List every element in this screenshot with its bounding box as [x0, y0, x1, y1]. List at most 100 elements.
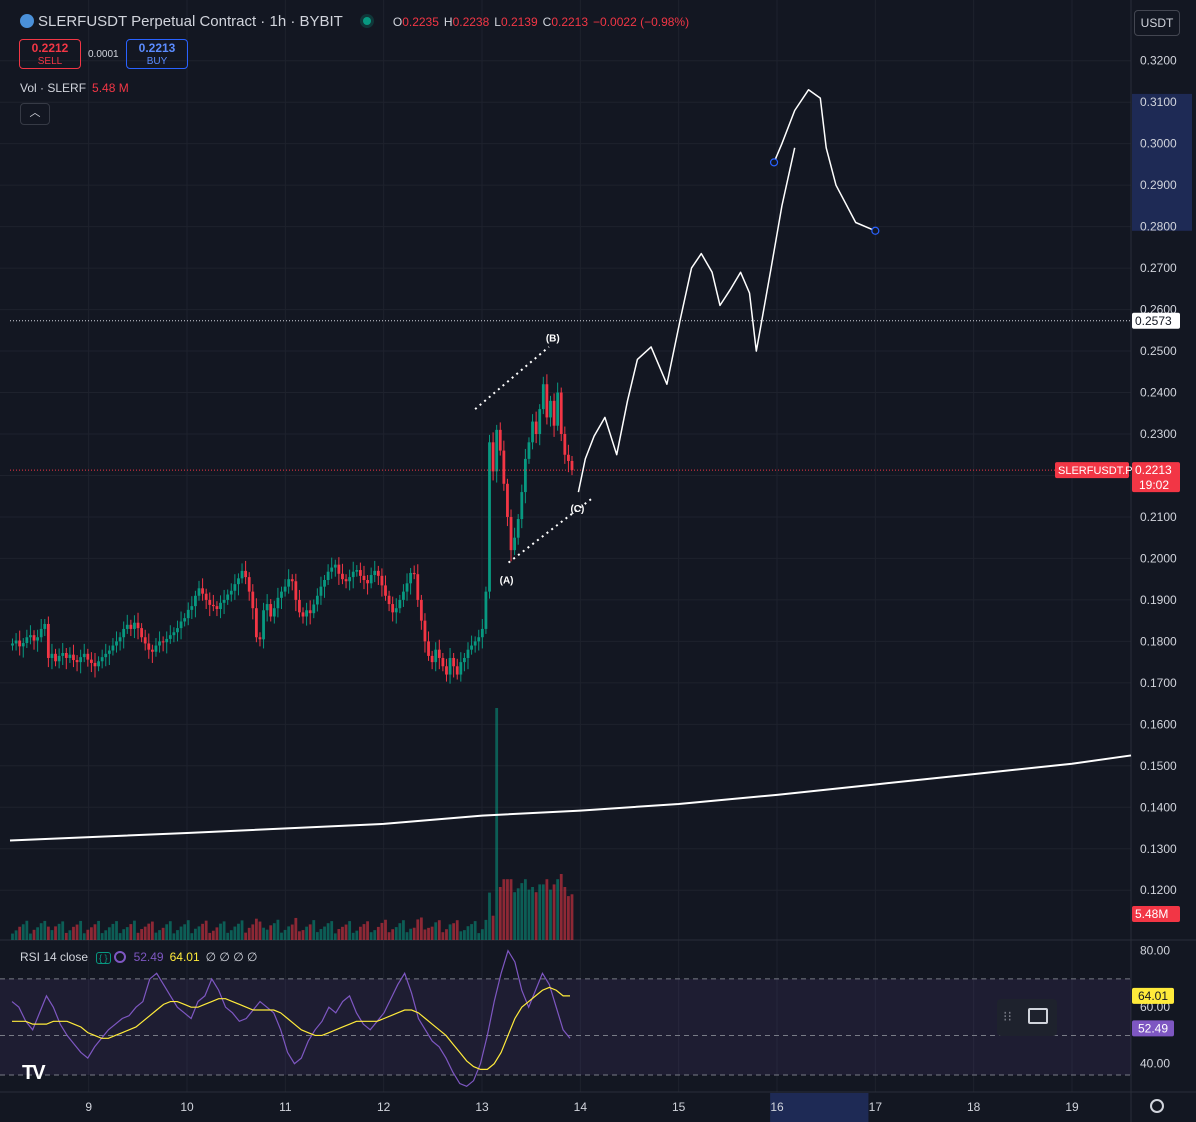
volume-bar	[262, 927, 265, 940]
candle-body	[215, 606, 219, 610]
currency-selector[interactable]: USDT	[1134, 10, 1180, 36]
volume-bar	[229, 930, 233, 940]
candle-body	[287, 579, 291, 587]
volume-bar	[358, 926, 362, 940]
volume-bar	[290, 924, 294, 940]
tradingview-logo: TV	[22, 1062, 46, 1084]
y-tick-label: 0.1200	[1140, 883, 1177, 897]
y-tick-label: 0.3200	[1140, 54, 1177, 68]
candle-body	[541, 384, 545, 410]
candle-body	[172, 632, 176, 636]
candle-body	[75, 660, 79, 663]
horizontal-level-label-box	[1132, 312, 1180, 329]
volume-bar	[265, 929, 269, 940]
candle-body	[549, 400, 552, 418]
candle-body	[369, 575, 373, 584]
volume-bar	[434, 922, 438, 940]
volume-bar	[549, 889, 552, 940]
volume-bar	[409, 928, 413, 940]
snapshot-button[interactable]: ⁝⁝	[997, 999, 1057, 1036]
x-tick-label: 19	[1065, 1100, 1079, 1114]
candle-body	[502, 450, 506, 484]
volume-bar	[520, 883, 524, 940]
candle-body	[269, 604, 273, 617]
candle-body	[247, 577, 251, 592]
volume-bar	[498, 887, 502, 940]
candle-body	[391, 604, 395, 613]
candle-body	[488, 442, 491, 592]
candle-body	[520, 492, 524, 520]
drag-handle-icon: ⁝⁝	[1003, 1008, 1012, 1024]
rsi-legend[interactable]: RSI 14 close{ } 52.49 64.01 ∅ ∅ ∅ ∅	[20, 950, 258, 964]
candle-body	[107, 650, 111, 654]
candle-body	[523, 458, 527, 493]
candle-body	[405, 583, 409, 592]
candle-body	[294, 581, 298, 600]
volume-bar	[470, 924, 473, 940]
candle-body	[57, 655, 61, 662]
candle-body	[441, 657, 445, 667]
candle-body	[136, 622, 140, 629]
volume-bar	[491, 915, 495, 940]
volume-bar	[513, 892, 517, 940]
settings-gear-icon[interactable]	[1150, 1099, 1164, 1113]
candle-body	[538, 409, 542, 435]
candle-body	[280, 591, 283, 598]
volume-bar	[247, 927, 251, 940]
volume-bar	[194, 928, 197, 940]
candle-body	[509, 516, 513, 551]
candle-body	[527, 442, 531, 459]
volume-bar	[183, 924, 187, 940]
volume-bar	[294, 917, 298, 940]
volume-bar	[219, 923, 222, 940]
candle-body	[25, 637, 29, 644]
candle-body	[276, 597, 280, 609]
y-tick-label: 0.1800	[1140, 634, 1177, 648]
candle-body	[11, 643, 14, 646]
candle-body	[211, 604, 215, 607]
volume-bar	[75, 924, 79, 940]
volume-legend[interactable]: Vol · SLERF 5.48 M	[20, 81, 129, 95]
candle-body	[122, 628, 126, 638]
candle-body	[233, 584, 237, 591]
volume-last-label-box	[1132, 906, 1180, 922]
x-tick-label: 12	[377, 1100, 391, 1114]
volume-bar	[179, 926, 183, 940]
candle-body	[434, 649, 438, 663]
candle-body	[570, 460, 574, 471]
candle-body	[430, 655, 434, 663]
candle-body	[150, 649, 154, 652]
candle-body	[531, 421, 534, 443]
volume-bar	[272, 923, 276, 940]
volume-bar	[473, 921, 477, 940]
y-tick-label: 0.3000	[1140, 137, 1177, 151]
volume-bar	[276, 919, 280, 940]
image-icon	[1028, 1008, 1048, 1024]
candle-body	[161, 641, 165, 643]
volume-bar	[150, 921, 154, 940]
candle-body	[463, 657, 466, 663]
wave-label: (C)	[570, 504, 584, 515]
candle-body	[104, 653, 108, 658]
volume-bar	[315, 932, 319, 940]
volume-bar	[57, 923, 61, 940]
volume-bar	[559, 874, 563, 940]
volume-bar	[459, 931, 463, 940]
rsi-loading-icon	[113, 951, 126, 963]
volume-bar	[527, 889, 531, 940]
volume-bar	[441, 932, 445, 940]
volume-bar	[463, 930, 466, 940]
y-tick-label: 0.2300	[1140, 427, 1177, 441]
candle-body	[323, 580, 326, 587]
collapse-legend-button[interactable]: ︿	[20, 103, 50, 125]
candle-body	[18, 640, 22, 647]
buy-button[interactable]: 0.2213 BUY	[126, 39, 188, 69]
sell-button[interactable]: 0.2212 SELL	[19, 39, 81, 69]
source-code-icon[interactable]: { }	[96, 952, 111, 964]
y-tick-label: 0.1500	[1140, 759, 1177, 773]
symbol-tag: SLERFUSDT.P	[1058, 465, 1133, 477]
symbol-title[interactable]: SLERFUSDT Perpetual Contract · 1h · BYBI…	[38, 13, 343, 30]
candle-body	[61, 652, 65, 656]
volume-bar	[416, 919, 420, 940]
